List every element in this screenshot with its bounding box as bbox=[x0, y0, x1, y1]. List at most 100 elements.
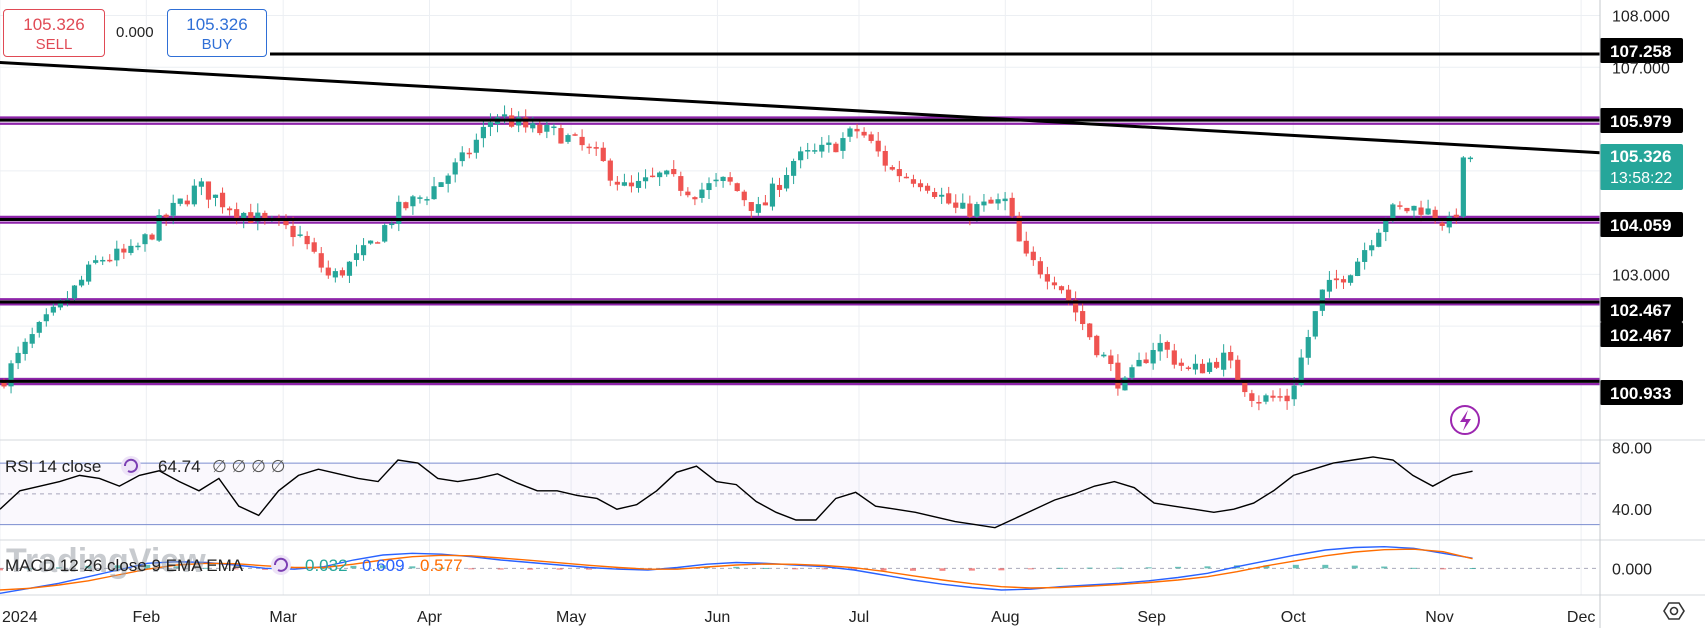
sell-button[interactable]: 105.326 SELL bbox=[3, 9, 105, 57]
candle-body bbox=[459, 152, 465, 162]
candle-body bbox=[128, 245, 134, 253]
candle-body bbox=[783, 174, 790, 189]
candle-body bbox=[1298, 357, 1304, 385]
candle-body bbox=[234, 209, 240, 218]
candle-body bbox=[713, 179, 719, 182]
candle-body bbox=[417, 197, 423, 199]
candle-body bbox=[1446, 216, 1452, 228]
candle-body bbox=[734, 183, 740, 192]
x-tick-label: May bbox=[556, 609, 586, 626]
candle-body bbox=[1263, 395, 1269, 402]
candle-body bbox=[1291, 385, 1297, 400]
candle-body bbox=[43, 314, 49, 322]
refresh-icon[interactable] bbox=[121, 456, 141, 476]
candle-body bbox=[396, 201, 402, 224]
candle-body bbox=[501, 114, 508, 117]
horizontal-levels[interactable]: 107.258 105.979 104.059 102.467 102.467 100.9… bbox=[0, 38, 1683, 405]
candle-body bbox=[939, 194, 945, 197]
candle-body bbox=[826, 142, 832, 145]
candle-body bbox=[1136, 359, 1142, 367]
candle-body bbox=[304, 235, 310, 245]
macd-histogram-bar bbox=[0, 568, 3, 571]
candle-body bbox=[537, 124, 543, 134]
macd-histogram-bar bbox=[909, 568, 916, 571]
refresh-icon[interactable] bbox=[271, 555, 291, 575]
candle-body bbox=[480, 126, 486, 139]
candle-body bbox=[177, 198, 183, 204]
candle-body bbox=[1150, 349, 1156, 364]
macd-histogram-bar bbox=[55, 567, 62, 569]
macd-pane: 0.000 bbox=[0, 545, 1652, 595]
sell-price: 105.326 bbox=[23, 15, 85, 34]
candle-body bbox=[635, 180, 642, 188]
candle-body bbox=[1221, 352, 1227, 370]
candle-body bbox=[1249, 393, 1255, 401]
candle-body bbox=[769, 183, 776, 207]
candle-body bbox=[600, 147, 606, 162]
candle-body bbox=[868, 134, 874, 141]
candle-body bbox=[332, 271, 338, 278]
candle-body bbox=[1094, 335, 1100, 356]
x-tick-label: Jun bbox=[705, 609, 731, 626]
level-label: 104.059 bbox=[1610, 216, 1671, 235]
candle-body bbox=[1242, 382, 1248, 393]
candle-body bbox=[1347, 275, 1354, 283]
candle-body bbox=[741, 191, 747, 201]
candle-body bbox=[995, 199, 1001, 204]
x-tick-label: Feb bbox=[133, 609, 161, 626]
candle-body bbox=[1319, 289, 1325, 311]
candle-body bbox=[1206, 362, 1213, 372]
x-tick-label: Oct bbox=[1281, 609, 1306, 626]
buy-button[interactable]: 105.326 BUY bbox=[167, 9, 267, 57]
candle-body bbox=[1192, 363, 1199, 370]
candle-body bbox=[1122, 377, 1128, 391]
candle-body bbox=[100, 259, 106, 262]
candle-body bbox=[1355, 261, 1361, 276]
macd-histogram-bar bbox=[1263, 565, 1270, 569]
rsi-pane: 80.00 40.00 bbox=[0, 441, 1652, 529]
macd-histogram-bar bbox=[438, 567, 445, 569]
buy-label: BUY bbox=[201, 36, 233, 53]
candle-body bbox=[1157, 342, 1163, 352]
candle-body bbox=[664, 170, 670, 175]
macd-histogram-bar bbox=[851, 568, 858, 570]
lightning-icon[interactable] bbox=[1450, 405, 1480, 435]
candle-body bbox=[544, 125, 550, 132]
rsi-line bbox=[0, 456, 1473, 529]
macd-histogram-bar bbox=[262, 568, 269, 570]
candle-body bbox=[466, 152, 472, 155]
macd-label: MACD 12 26 close 9 EMA EMA bbox=[5, 556, 244, 575]
candle-body bbox=[339, 270, 345, 276]
level-label-bg bbox=[1600, 108, 1683, 133]
candle-body bbox=[1326, 279, 1332, 292]
macd-histogram-bar bbox=[1086, 567, 1093, 569]
candle-body bbox=[1199, 363, 1206, 374]
candle-body bbox=[1404, 207, 1410, 212]
gear-icon[interactable] bbox=[1663, 602, 1685, 620]
candle-body bbox=[212, 194, 219, 198]
candle-body bbox=[889, 167, 895, 170]
zone-lines bbox=[0, 116, 1600, 386]
candle-body bbox=[1333, 278, 1340, 281]
macd-histogram-bar bbox=[173, 566, 180, 569]
macd-histogram-bar bbox=[939, 568, 946, 571]
candle-body bbox=[403, 202, 409, 209]
candle-body bbox=[586, 146, 592, 149]
sell-label: SELL bbox=[35, 36, 73, 53]
candle-body bbox=[142, 234, 148, 245]
candle-body bbox=[917, 183, 924, 188]
trendline[interactable] bbox=[0, 60, 1601, 155]
candle-body bbox=[368, 240, 374, 244]
candle-body bbox=[1129, 367, 1135, 378]
candle-body bbox=[438, 182, 444, 188]
candle-body bbox=[572, 134, 578, 136]
macd-line bbox=[0, 545, 1473, 595]
candle-body bbox=[1044, 274, 1050, 282]
candle-body bbox=[1023, 240, 1029, 254]
candle-body bbox=[1460, 157, 1466, 217]
candle-body bbox=[163, 214, 169, 218]
candle-body bbox=[353, 253, 360, 260]
candle-body bbox=[607, 160, 613, 181]
macd-histogram-bar bbox=[1175, 566, 1182, 569]
